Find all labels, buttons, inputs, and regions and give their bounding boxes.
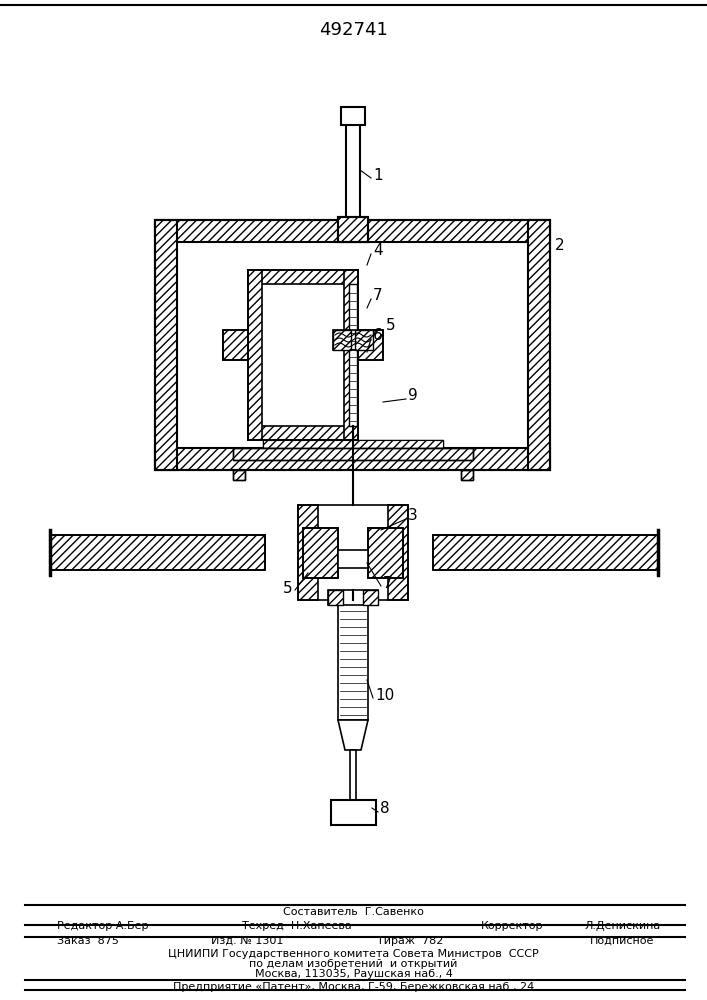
Bar	[263, 440, 443, 448]
Bar	[233, 470, 245, 480]
Text: 2: 2	[555, 238, 565, 253]
Bar	[155, 220, 177, 470]
Bar	[431, 448, 443, 456]
Text: 492741: 492741	[319, 21, 387, 39]
Text: 4: 4	[373, 243, 382, 258]
Bar	[349, 284, 357, 426]
Bar	[350, 750, 356, 800]
Text: 6: 6	[373, 328, 382, 343]
Bar	[355, 330, 373, 350]
Bar	[248, 270, 358, 440]
Bar	[155, 220, 550, 242]
Bar	[233, 470, 245, 480]
Text: Изд. № 1301: Изд. № 1301	[211, 936, 284, 946]
Polygon shape	[338, 720, 368, 750]
Text: 7: 7	[383, 576, 392, 591]
Bar	[338, 550, 368, 568]
Bar	[461, 470, 473, 480]
Text: 8: 8	[380, 801, 390, 816]
Bar	[363, 590, 378, 605]
Text: Редактор А.Бер: Редактор А.Бер	[57, 921, 148, 931]
Text: 7: 7	[373, 288, 382, 303]
Bar	[248, 270, 358, 284]
Bar	[155, 220, 550, 470]
Text: Корректор: Корректор	[481, 921, 543, 931]
Bar	[431, 448, 443, 456]
Text: 1: 1	[373, 168, 382, 183]
Bar	[338, 600, 368, 720]
Bar	[263, 440, 443, 448]
Bar	[248, 426, 358, 440]
Bar	[338, 217, 368, 242]
Bar	[341, 107, 365, 125]
Bar	[461, 470, 473, 480]
Bar	[346, 120, 360, 220]
Bar	[223, 330, 248, 360]
Bar	[298, 505, 318, 600]
Bar	[331, 800, 376, 825]
Text: Л.Денискина: Л.Денискина	[584, 921, 660, 931]
Bar	[338, 217, 368, 242]
Text: 3: 3	[408, 508, 418, 523]
Text: Подписное: Подписное	[590, 936, 655, 946]
Bar	[368, 528, 403, 578]
Bar	[333, 330, 373, 350]
Text: Тираж  782: Тираж 782	[377, 936, 443, 946]
Bar	[303, 528, 338, 578]
Bar	[50, 535, 265, 570]
Text: Составитель  Г.Савенко: Составитель Г.Савенко	[283, 907, 424, 917]
Text: Заказ  875: Заказ 875	[57, 936, 119, 946]
Text: 9: 9	[408, 388, 418, 403]
Bar	[298, 505, 408, 600]
Text: 5: 5	[386, 318, 396, 333]
Bar	[528, 220, 550, 470]
Bar	[223, 330, 248, 360]
Bar	[248, 270, 262, 440]
Bar	[155, 448, 550, 470]
Text: Предприятие «Патент», Москва, Г-59, Бережковская наб., 24: Предприятие «Патент», Москва, Г-59, Бере…	[173, 982, 534, 992]
Bar	[333, 330, 351, 350]
Text: ЦНИИПИ Государственного комитета Совета Министров  СССР: ЦНИИПИ Государственного комитета Совета …	[168, 949, 539, 959]
Text: Москва, 113035, Раушская наб., 4: Москва, 113035, Раушская наб., 4	[255, 969, 452, 979]
Bar	[328, 590, 378, 605]
Bar	[263, 448, 275, 456]
Bar	[344, 270, 358, 440]
Bar	[368, 528, 403, 578]
Bar	[388, 505, 408, 600]
Bar	[233, 448, 473, 460]
Text: 10: 10	[375, 688, 395, 703]
Bar	[433, 535, 658, 570]
Bar	[233, 448, 473, 460]
Bar	[358, 330, 383, 360]
Text: 5: 5	[283, 581, 293, 596]
Text: по делам изобретений  и открытий: по делам изобретений и открытий	[250, 959, 457, 969]
Bar	[263, 448, 275, 456]
Bar	[328, 590, 343, 605]
Text: Техред  Н.Хапеева: Техред Н.Хапеева	[242, 921, 352, 931]
Bar	[50, 535, 265, 570]
Bar	[433, 535, 658, 570]
Bar	[358, 330, 383, 360]
Bar	[303, 528, 338, 578]
